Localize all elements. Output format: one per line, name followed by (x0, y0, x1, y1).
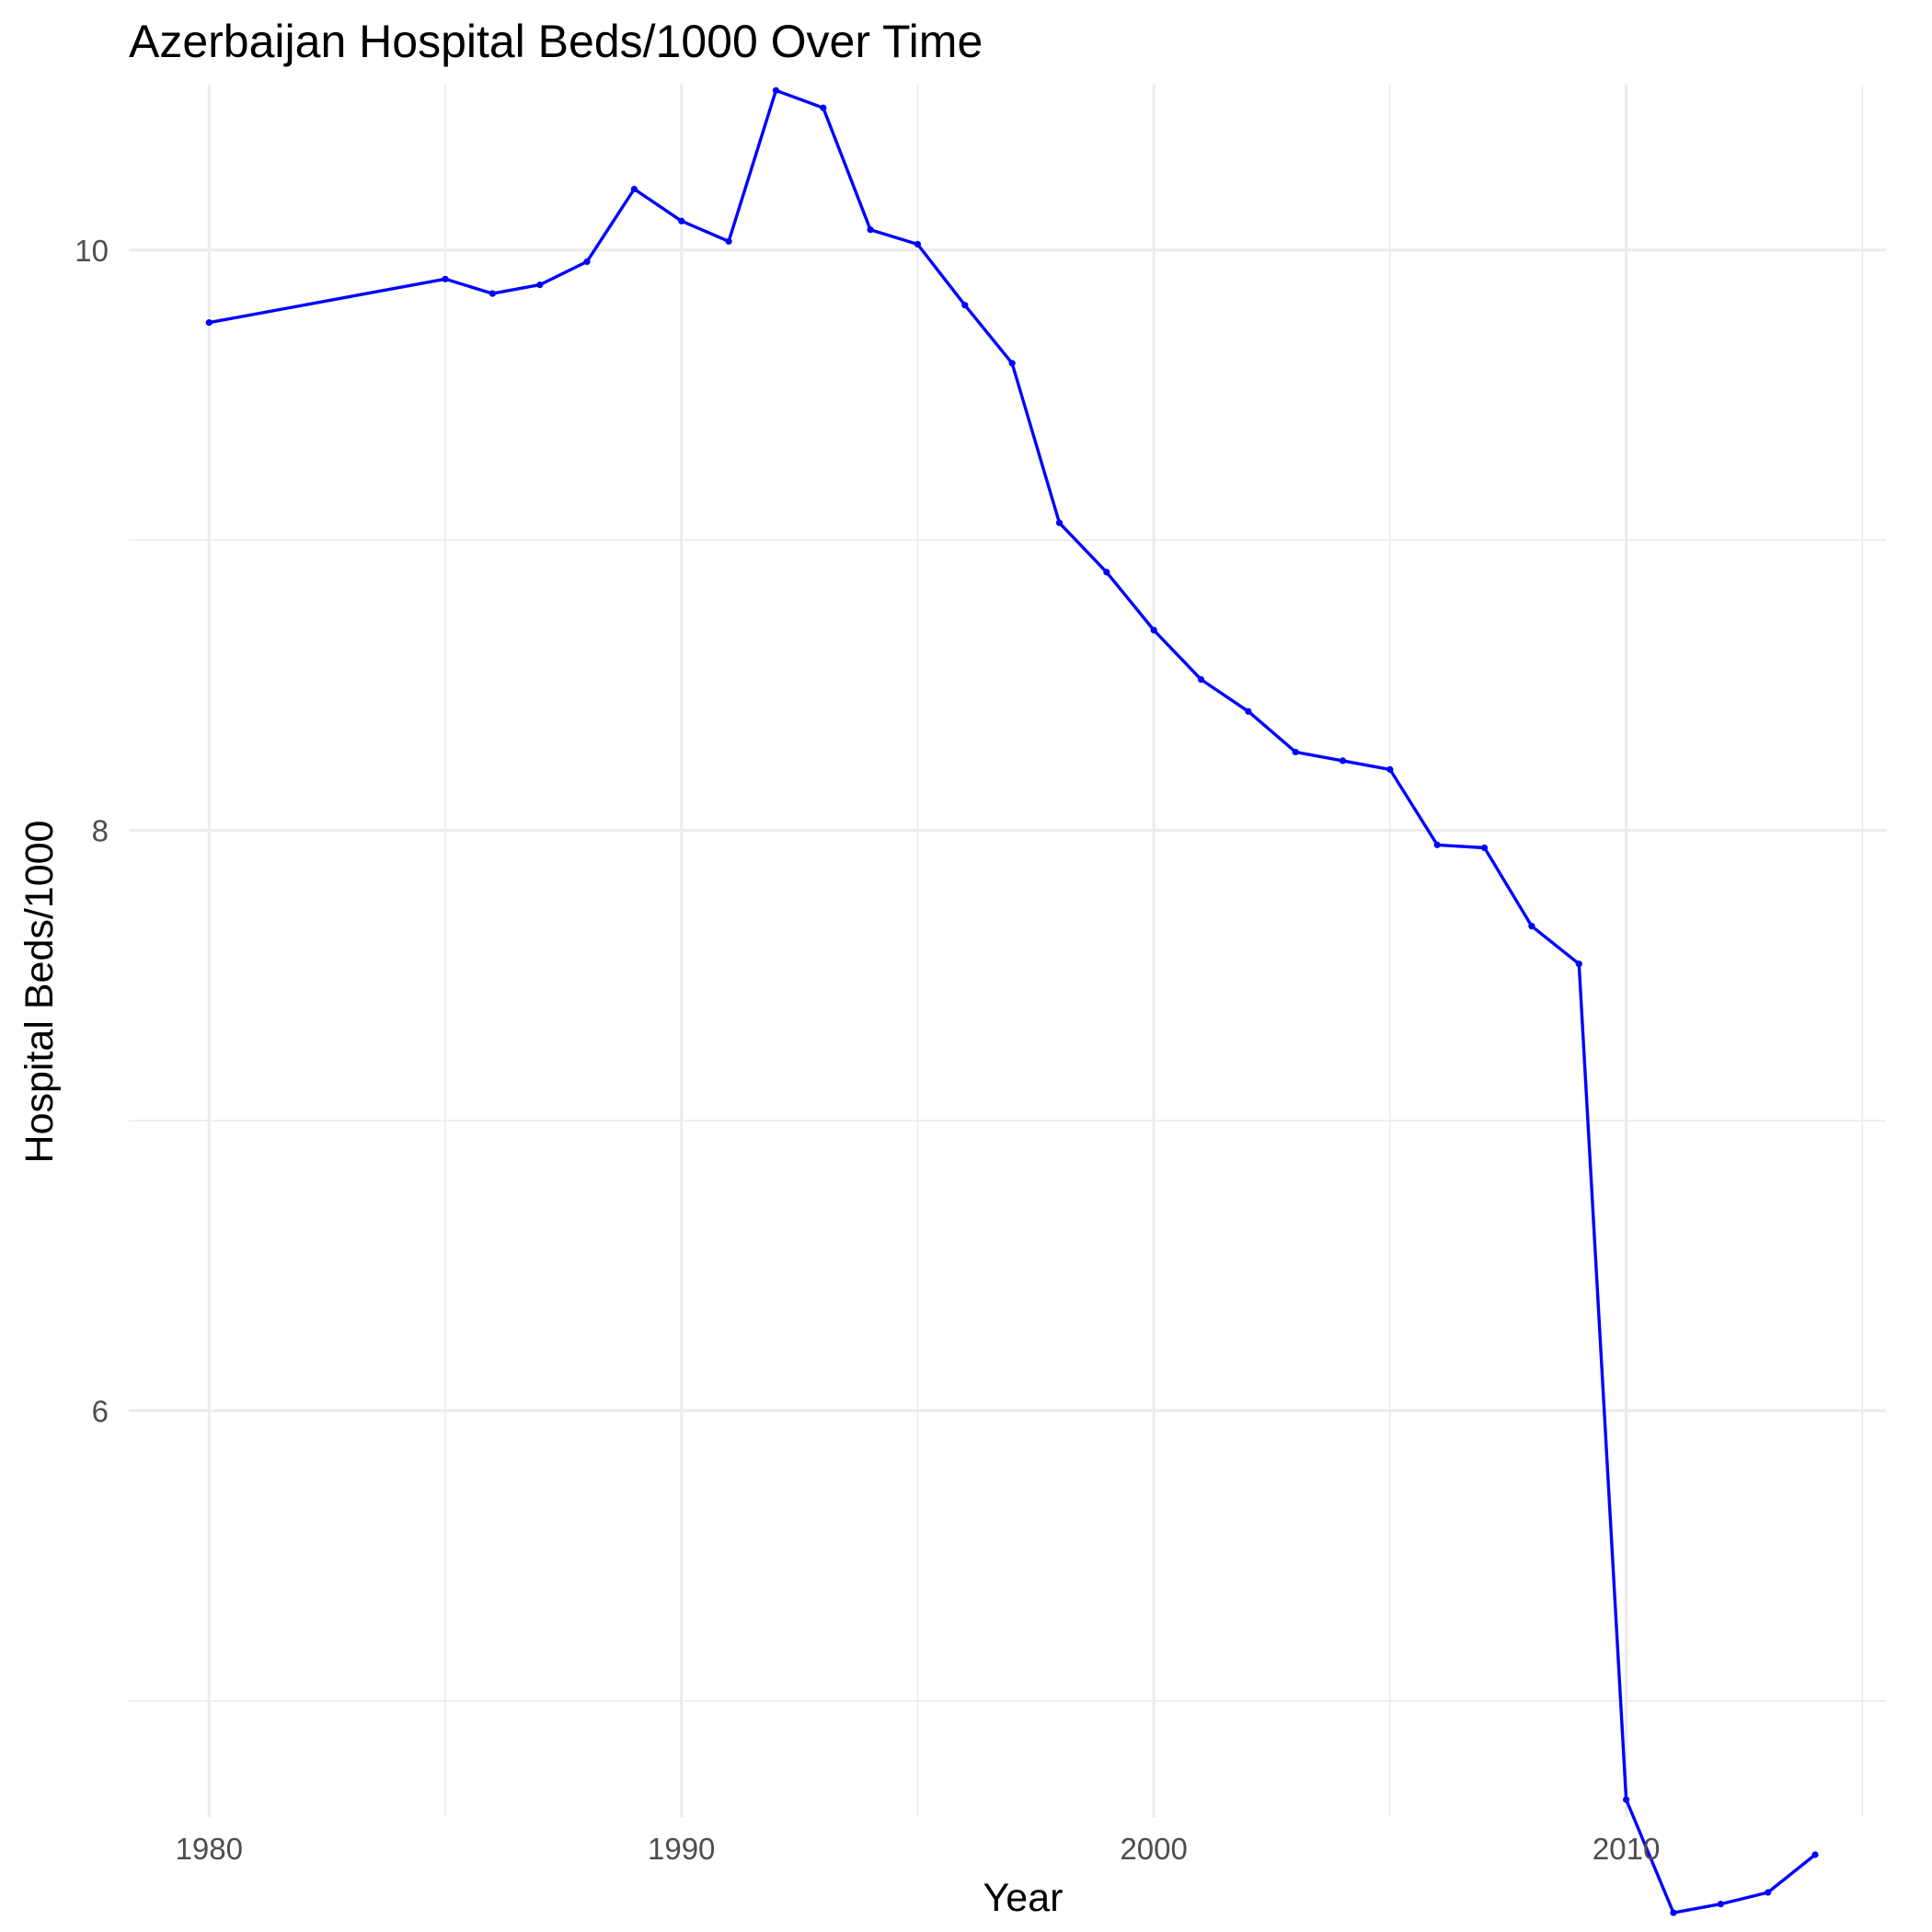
data-point (725, 237, 732, 245)
data-point (867, 226, 874, 234)
x-tick-label: 1990 (648, 1832, 715, 1866)
data-point (678, 217, 685, 224)
x-tick-label: 1980 (176, 1832, 243, 1866)
y-tick-label: 6 (92, 1394, 109, 1428)
data-point (1717, 1901, 1724, 1908)
y-tick-label: 10 (75, 234, 109, 268)
y-axis-title: Hospital Beds/1000 (17, 821, 62, 1164)
data-point (1055, 519, 1064, 526)
data-point (1245, 707, 1252, 715)
data-point (914, 240, 922, 248)
data-point (1008, 360, 1016, 367)
data-point (1480, 844, 1489, 852)
data-point (1575, 960, 1582, 968)
chart-title: Azerbaijan Hospital Beds/1000 Over Time (129, 16, 983, 67)
data-point (630, 185, 638, 193)
data-point (1433, 841, 1441, 848)
data-point (442, 275, 449, 282)
data-point (1765, 1889, 1772, 1896)
data-point (1670, 1909, 1677, 1916)
series-layer (205, 86, 1819, 1916)
data-point (1339, 757, 1347, 765)
data-point (1150, 627, 1157, 634)
x-axis-title: Year (983, 1876, 1064, 1920)
data-point (961, 302, 969, 309)
x-tick-label: 2010 (1593, 1832, 1660, 1866)
data-point (1103, 569, 1110, 576)
data-point (583, 258, 591, 266)
data-point (489, 290, 496, 297)
data-point (205, 319, 213, 327)
data-point (1386, 765, 1394, 773)
x-tick-label: 2000 (1120, 1832, 1187, 1866)
data-point (1528, 923, 1535, 930)
data-point (1197, 675, 1205, 684)
data-point (536, 282, 544, 289)
tick-labels: 1980 1990 2000 2010 6 8 10 (75, 234, 1660, 1866)
data-point (1811, 1851, 1819, 1858)
grid (129, 85, 1886, 1817)
data-point (1623, 1796, 1630, 1803)
y-tick-label: 8 (92, 814, 109, 848)
data-point (1292, 748, 1299, 756)
data-point (772, 86, 780, 94)
data-point (820, 104, 827, 111)
